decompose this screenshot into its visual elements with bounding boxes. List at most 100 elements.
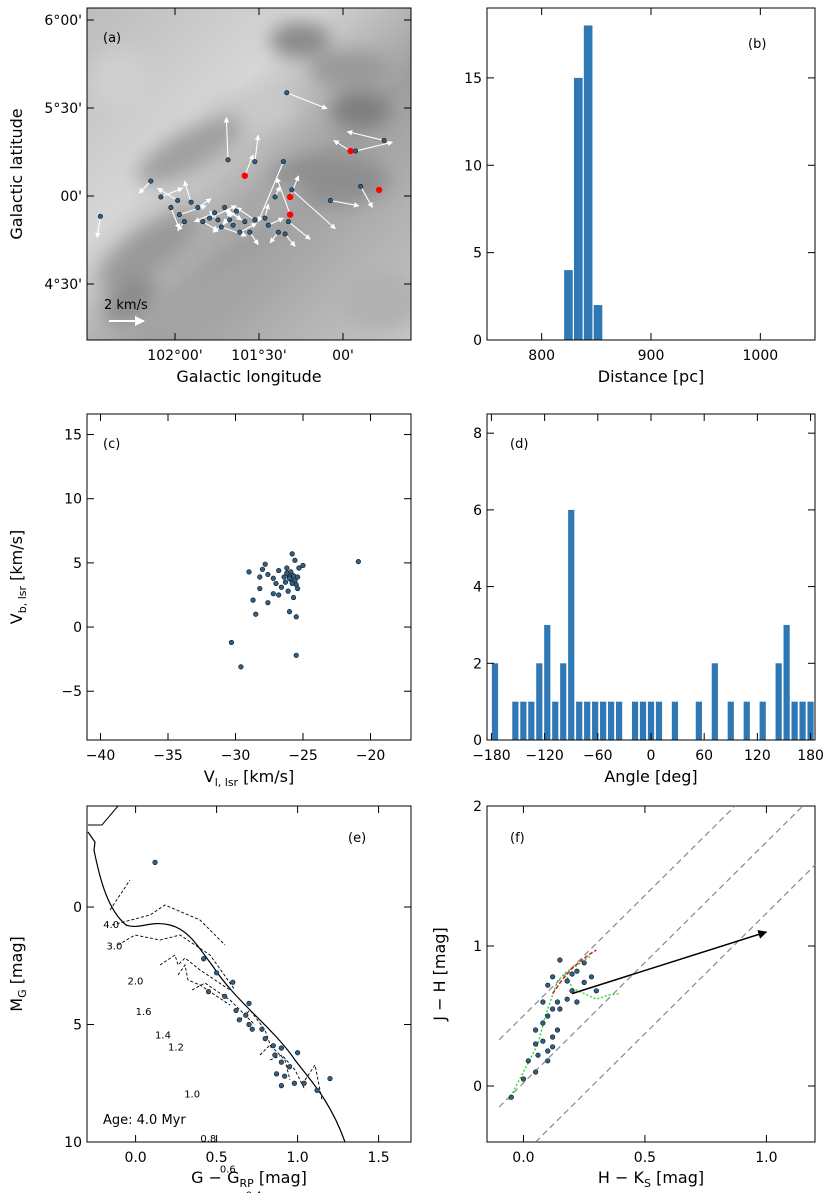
y-tick-label: 4 (473, 580, 482, 596)
x-axis-label: Distance [pc] (598, 367, 704, 386)
cmd-point (236, 1017, 242, 1023)
x-tick-label: 0 (647, 748, 656, 764)
ctts-locus-curve (566, 976, 621, 1001)
proper-motion-arrow (160, 187, 184, 198)
cmd-point (301, 1080, 307, 1086)
velocity-point (281, 574, 287, 580)
cmd-point (272, 1052, 278, 1058)
cmd-point (278, 1059, 285, 1065)
star-marker (381, 137, 387, 143)
x-axis-label: Vl, lsr [km/s] (204, 767, 294, 789)
star-marker (252, 159, 258, 165)
extinction-texture (90, 22, 411, 340)
star-marker (225, 157, 231, 163)
velocity-point (292, 557, 298, 563)
y-tick-label: 5 (473, 246, 482, 262)
panel-a-sky-map: (a) 2 km/s 102°00' 101°30' 00' 6°00' 5°3… (7, 7, 412, 386)
y-axis-label: Galactic latitude (7, 108, 26, 239)
cmd-point (246, 1000, 252, 1006)
velocity-point (284, 570, 290, 576)
y-tick-label: 6 (473, 503, 482, 519)
x-tick-label: −180 (472, 748, 510, 764)
histogram-bar (608, 701, 615, 740)
red-star-marker (375, 186, 383, 194)
proper-motion-arrow (95, 216, 101, 239)
star-marker (242, 219, 248, 225)
y-tick-label: −5 (61, 684, 82, 700)
velocity-point (262, 561, 268, 567)
color-color-point (581, 979, 587, 986)
x-tick-label: 900 (638, 348, 665, 364)
panel-b-ticks: 800 900 1000 0 5 10 15 (464, 8, 815, 364)
velocity-point (270, 575, 276, 581)
proper-motion-arrow (157, 187, 178, 201)
color-color-point (554, 999, 561, 1005)
velocity-point (257, 585, 263, 592)
histogram-bar (631, 701, 639, 740)
mass-label: 1.2 (168, 1042, 184, 1053)
color-color-point (549, 1044, 556, 1050)
panel-e-color-magnitude-diagram: 4.0 3.0 2.0 1.6 1.41.2 1.0 0.8 0.6 0.4 (e) Age: … (7, 805, 412, 1193)
histogram-bar (593, 305, 603, 340)
velocity-point (289, 551, 295, 557)
histogram-bar (528, 701, 535, 740)
proper-motion-arrow (288, 221, 311, 240)
star-marker (280, 159, 286, 165)
y-tick-label: 5 (73, 1018, 82, 1034)
panel-e-frame (86, 805, 412, 1143)
proper-motion-arrow (138, 180, 152, 194)
panel-d-angle-histogram: (d) −180 −120 −60 0 60 120 180 0 2 4 6 8 Angle [deg… (472, 413, 824, 786)
red-star-marker (286, 211, 294, 218)
mass-label: 3.0 (106, 941, 122, 952)
velocity-point (238, 664, 244, 670)
panel-b-distance-histogram: (b) 800 900 1000 0 5 10 15 Distance [pc] (464, 7, 816, 386)
histogram-bar (560, 663, 567, 740)
velocity-point (265, 600, 271, 606)
red-star-marker (286, 193, 294, 201)
velocity-point (265, 571, 271, 578)
cmd-point (249, 1026, 255, 1032)
velocity-point (257, 574, 263, 580)
y-axis-label: MG [mag] (7, 936, 29, 1011)
x-tick-label: 1.0 (286, 1150, 308, 1166)
cmd-point (233, 1007, 239, 1014)
velocity-point (278, 584, 285, 590)
proper-motion-arrow (197, 198, 212, 209)
velocity-point (270, 591, 276, 597)
velocity-point (355, 558, 361, 565)
color-color-point (549, 974, 556, 980)
histogram-bar (743, 701, 750, 740)
x-tick-label: 1000 (743, 348, 779, 364)
reddening-band-line (535, 864, 816, 1143)
cmd-point (262, 1036, 268, 1042)
histogram-bar (615, 701, 623, 740)
color-color-point (545, 982, 551, 988)
color-color-point (549, 1034, 556, 1040)
y-tick-label: 4°30' (44, 277, 82, 293)
velocity-point (296, 565, 302, 571)
velocity-point (250, 597, 256, 603)
velocity-point (289, 580, 295, 587)
velocity-point (259, 566, 266, 572)
dwarf-sequence-curve (508, 955, 592, 1101)
star-marker (158, 194, 164, 200)
cmd-point (259, 1026, 265, 1032)
y-tick-label: 0 (473, 1079, 482, 1095)
panel-f-frame (486, 805, 816, 1143)
cmd-point (291, 1080, 297, 1086)
red-star-marker (241, 172, 249, 179)
velocity-point (228, 639, 235, 646)
color-color-point (564, 996, 570, 1002)
x-tick-label: 1.0 (755, 1150, 777, 1166)
histogram-bar (583, 25, 593, 340)
velocity-point (295, 574, 301, 580)
proper-motion-arrow (275, 177, 291, 215)
cmd-point (278, 1045, 285, 1051)
velocity-point (293, 614, 299, 620)
color-color-point (525, 1058, 531, 1064)
star-marker (212, 210, 218, 216)
color-color-point (588, 974, 595, 980)
histogram-bar (536, 663, 543, 740)
star-marker (218, 224, 224, 230)
y-tick-label: 10 (464, 158, 482, 174)
